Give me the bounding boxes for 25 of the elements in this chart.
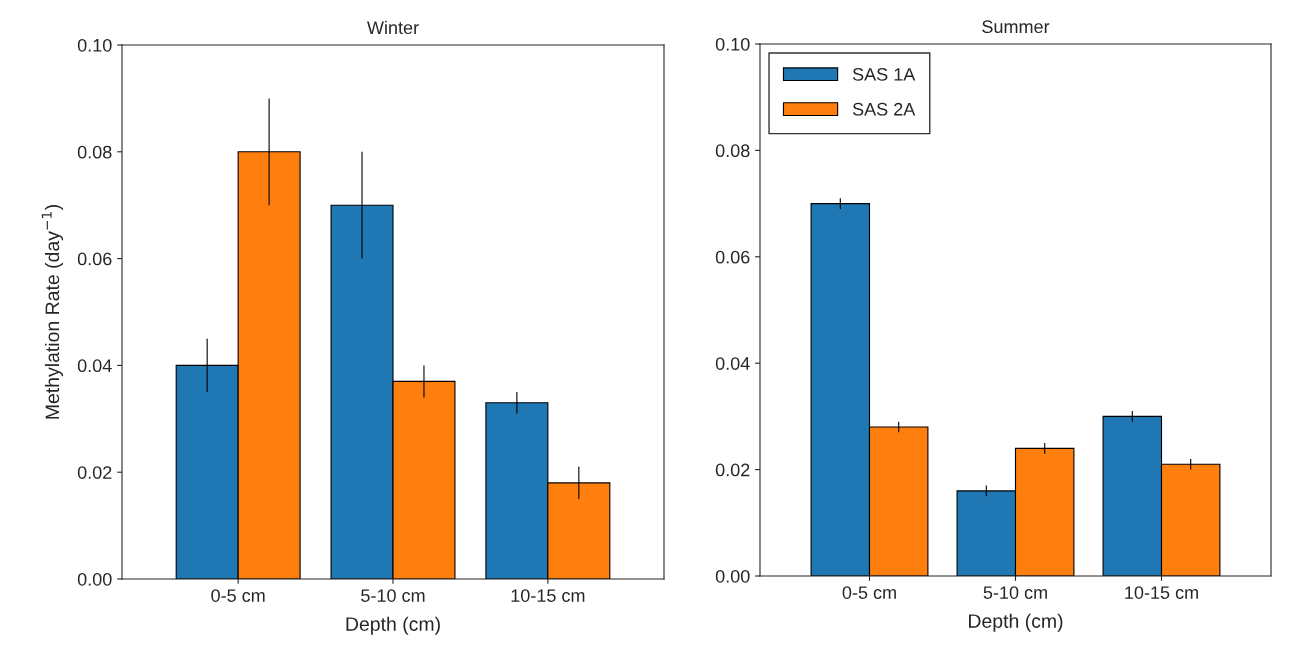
y-tick-label: 0.02 <box>715 463 750 477</box>
x-tick-label: 5-10 cm <box>361 589 425 602</box>
x-tick-label: 10-15 cm <box>511 589 585 602</box>
y-tick-label: 0.04 <box>77 359 112 373</box>
y-tick-label: 0.04 <box>715 357 750 370</box>
y-tick-label: 0.02 <box>77 466 112 479</box>
x-tick-label: 0-5 cm <box>211 589 265 602</box>
y-tick-label: 0.06 <box>715 250 750 264</box>
y-tick-label: 0.08 <box>715 144 750 158</box>
x-tick-label: 0-5 cm <box>842 586 896 599</box>
y-tick-label: 0.10 <box>77 38 112 52</box>
chart-title: Summer <box>982 20 1050 34</box>
y-tick-label: 0.00 <box>77 572 112 586</box>
x-tick-label: 10-15 cm <box>1125 586 1198 599</box>
y-tick-label: 0.08 <box>77 145 112 159</box>
x-tick-label: 5-10 cm <box>983 586 1047 599</box>
y-axis-title: Methylation Rate (day$^{−1}$) <box>41 205 64 419</box>
legend-label: SAS 2A <box>852 102 916 116</box>
y-tick-label: 0.06 <box>77 252 112 266</box>
legend-label: SAS 1A <box>852 67 916 81</box>
chart-title: Winter <box>367 20 419 35</box>
x-axis-title: Depth (cm) <box>346 616 440 635</box>
y-tick-label: 0.00 <box>715 569 750 583</box>
x-axis-title: Depth (cm) <box>969 613 1063 632</box>
y-tick-label: 0.10 <box>715 37 750 51</box>
